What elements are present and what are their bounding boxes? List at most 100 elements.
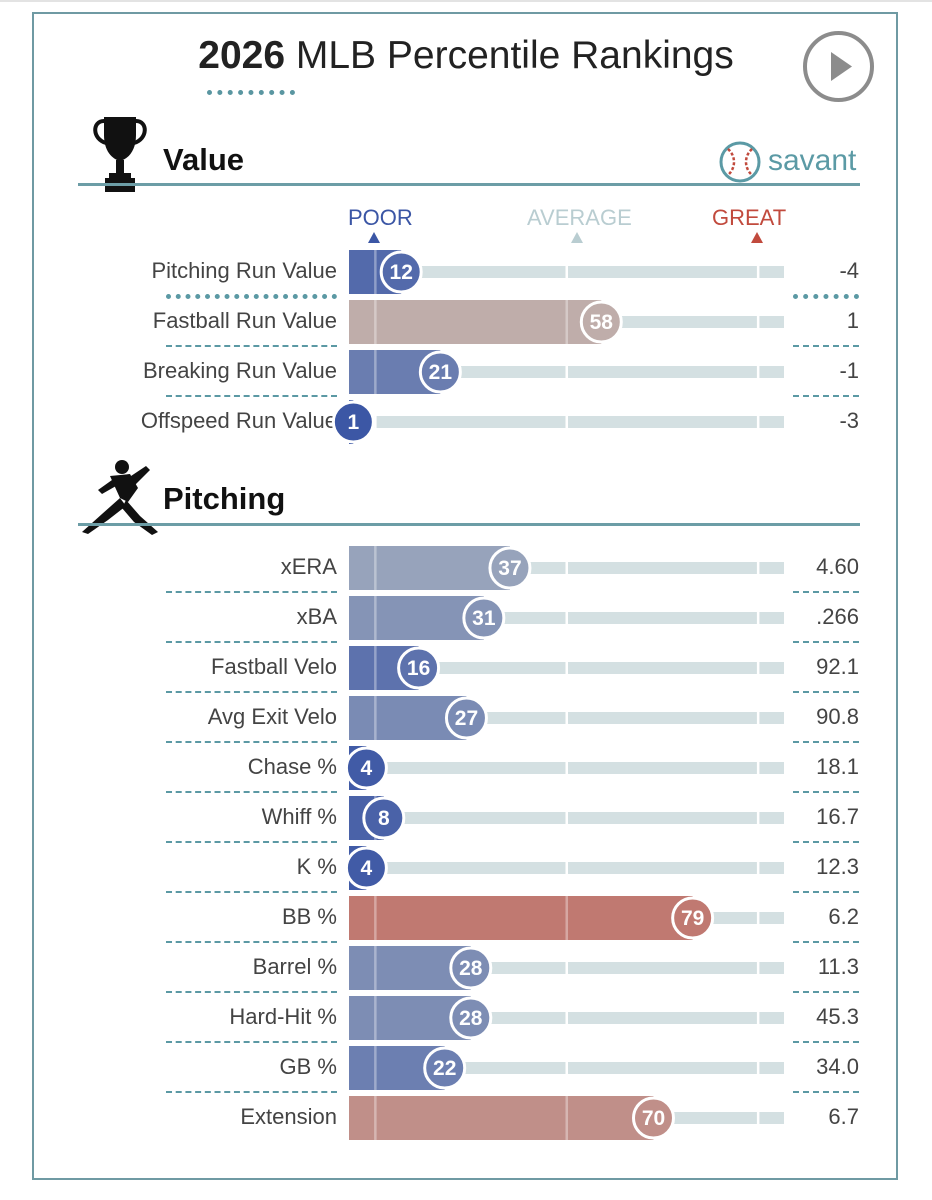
row-separator-left bbox=[166, 991, 337, 993]
track-tick bbox=[565, 416, 568, 428]
scale-label-great: GREAT bbox=[712, 205, 787, 230]
metric-value: 6.7 bbox=[828, 1104, 859, 1129]
track-tick bbox=[565, 712, 568, 724]
percentile-marker-label: 28 bbox=[459, 957, 483, 980]
percentile-bar bbox=[349, 1096, 654, 1140]
section-title-pitching: Pitching bbox=[163, 481, 286, 516]
bar-gridline bbox=[374, 546, 377, 590]
percentile-marker bbox=[671, 896, 715, 940]
bar-gridline bbox=[374, 596, 377, 640]
metric-value: -3 bbox=[839, 408, 859, 433]
row-separator-left bbox=[166, 345, 337, 347]
average-arrow-icon bbox=[571, 232, 583, 243]
section-rule-pitching bbox=[78, 523, 860, 526]
percentile-marker-label: 16 bbox=[407, 657, 430, 680]
metric-value: 6.2 bbox=[828, 904, 859, 929]
metric-label: Hard-Hit % bbox=[229, 1004, 337, 1029]
percentile-marker-label: 70 bbox=[642, 1107, 665, 1130]
bar-gridline bbox=[565, 1096, 568, 1140]
metric-label: Offspeed Run Value bbox=[140, 408, 337, 433]
metric-value: -4 bbox=[839, 258, 859, 283]
percentile-marker-label: 21 bbox=[429, 361, 453, 384]
percentile-marker-label: 28 bbox=[459, 1007, 483, 1030]
percentile-marker bbox=[331, 400, 375, 444]
percentile-marker-label: 1 bbox=[348, 411, 360, 434]
bar-gridline bbox=[374, 946, 377, 990]
trophy-icon bbox=[93, 117, 147, 192]
row-separator-left bbox=[166, 841, 337, 843]
row-separator-right bbox=[793, 294, 859, 299]
row-separator-left bbox=[166, 294, 337, 299]
metric-value: 16.7 bbox=[816, 804, 859, 829]
percentile-marker-label: 58 bbox=[590, 311, 614, 334]
metric-label: K % bbox=[296, 854, 337, 879]
track-tick bbox=[756, 1112, 760, 1124]
row-separator-left bbox=[166, 1091, 337, 1093]
percentile-marker-label: 37 bbox=[498, 557, 521, 580]
row-separator-left bbox=[166, 691, 337, 693]
bar-gridline bbox=[374, 996, 377, 1040]
row-separator-left bbox=[166, 941, 337, 943]
savant-wordmark: savant bbox=[768, 144, 857, 177]
track-tick bbox=[565, 962, 568, 974]
percentile-marker-label: 22 bbox=[433, 1057, 456, 1080]
row-separator-right bbox=[793, 691, 859, 693]
track-tick bbox=[756, 862, 760, 874]
percentile-marker bbox=[449, 946, 493, 990]
scale-label-poor: POOR bbox=[348, 205, 413, 230]
metric-label: Pitching Run Value bbox=[151, 258, 338, 283]
track-tick bbox=[756, 762, 760, 774]
top-divider bbox=[0, 0, 932, 2]
row-separator-right bbox=[793, 345, 859, 347]
title-year: 2026 bbox=[198, 34, 286, 77]
metric-value: .266 bbox=[816, 604, 859, 629]
row-separator-left bbox=[166, 395, 337, 397]
percentile-marker-label: 27 bbox=[455, 707, 478, 730]
metric-label: Fastball Run Value bbox=[152, 308, 337, 333]
row-separator-right bbox=[793, 741, 859, 743]
scale-label-average: AVERAGE bbox=[527, 205, 632, 230]
metric-label: Barrel % bbox=[252, 954, 337, 979]
metric-value: 11.3 bbox=[817, 954, 859, 979]
row-separator-right bbox=[793, 641, 859, 643]
track-tick bbox=[756, 812, 760, 824]
row-separator-left bbox=[166, 1041, 337, 1043]
percentile-marker-label: 8 bbox=[378, 807, 390, 830]
savant-logo: savant bbox=[718, 140, 856, 184]
poor-arrow-icon bbox=[368, 232, 380, 243]
metric-value: -1 bbox=[839, 358, 859, 383]
percentile-marker bbox=[362, 796, 406, 840]
bar-gridline bbox=[374, 350, 377, 394]
metric-value: 34.0 bbox=[816, 1054, 859, 1079]
metric-value: 1 bbox=[846, 308, 859, 333]
percentile-marker bbox=[418, 350, 462, 394]
play-button[interactable] bbox=[803, 31, 874, 102]
track-tick bbox=[565, 812, 568, 824]
row-separator-right bbox=[793, 941, 859, 943]
percentile-marker-label: 4 bbox=[361, 857, 373, 880]
percentile-marker bbox=[444, 696, 488, 740]
track-tick bbox=[756, 662, 760, 674]
bar-gridline bbox=[565, 300, 568, 344]
metric-label: Fastball Velo bbox=[211, 654, 337, 679]
great-arrow-icon bbox=[751, 232, 763, 243]
track-tick bbox=[565, 1012, 568, 1024]
metric-label: xERA bbox=[280, 554, 337, 579]
bar-gridline bbox=[374, 1096, 377, 1140]
percentile-marker bbox=[344, 746, 388, 790]
percentile-marker-label: 4 bbox=[361, 757, 373, 780]
bar-gridline bbox=[374, 696, 377, 740]
percentile-marker bbox=[344, 846, 388, 890]
title-text: MLB Percentile Rankings bbox=[295, 34, 734, 77]
section-title-value: Value bbox=[163, 142, 244, 177]
row-separator-left bbox=[166, 791, 337, 793]
metric-value: 45.3 bbox=[816, 1004, 859, 1029]
row-separator-right bbox=[793, 1041, 859, 1043]
play-icon bbox=[831, 52, 852, 81]
bar-gridline bbox=[374, 250, 377, 294]
row-separator-right bbox=[793, 1091, 859, 1093]
row-separator-right bbox=[793, 791, 859, 793]
percentile-marker bbox=[632, 1096, 675, 1140]
track-tick bbox=[565, 612, 568, 624]
